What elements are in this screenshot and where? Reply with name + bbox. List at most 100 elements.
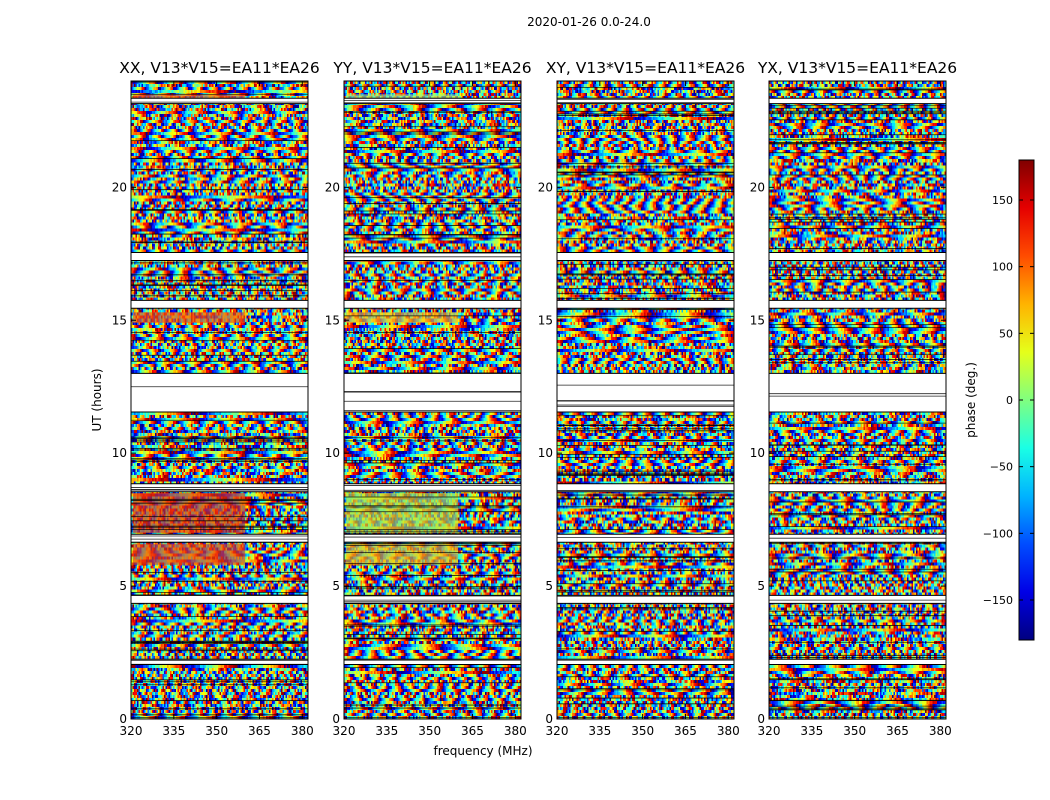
y-tick-label: 10 — [325, 446, 340, 460]
y-tick-label: 15 — [325, 313, 340, 327]
panel-title: YY, V13*V15=EA11*EA26 — [332, 59, 531, 77]
colorbar-tick-label: 0 — [1006, 394, 1013, 407]
x-tick-label: 320 — [120, 724, 143, 738]
panel-frame — [343, 80, 522, 720]
flagged-gap — [769, 252, 946, 261]
panel-frame — [556, 80, 735, 720]
flagged-gap — [769, 98, 946, 104]
x-tick-label: 365 — [248, 724, 271, 738]
y-tick-label: 0 — [332, 712, 340, 726]
x-tick-label: 365 — [674, 724, 697, 738]
x-tick-label: 335 — [588, 724, 611, 738]
x-tick-label: 335 — [375, 724, 398, 738]
x-axis-label: frequency (MHz) — [433, 744, 532, 758]
colorbar-label: phase (deg.) — [964, 362, 978, 438]
flagged-gap — [769, 595, 946, 604]
colorbar-tick-label: 50 — [999, 327, 1013, 340]
flagged-gap — [769, 483, 946, 492]
x-tick-label: 350 — [205, 724, 228, 738]
panel-yx: YX, V13*V15=EA11*EA26 320 335 350 365 380 0 5 10… — [750, 59, 957, 738]
flagged-gap — [131, 373, 308, 412]
colorbar-tick-label: 100 — [992, 261, 1013, 274]
signal-band — [133, 94, 246, 100]
y-tick-label: 10 — [112, 446, 127, 460]
flagged-gap — [769, 659, 946, 665]
flagged-gap — [557, 300, 734, 309]
flagged-gap — [557, 373, 734, 412]
phase-heatmap — [344, 81, 521, 719]
panel-frame — [130, 80, 309, 720]
flagged-gap — [344, 300, 521, 309]
signal-band — [346, 94, 459, 100]
y-tick-label: 15 — [750, 313, 765, 327]
flagged-gap — [557, 595, 734, 604]
x-tick-label: 365 — [461, 724, 484, 738]
x-tick-label: 380 — [717, 724, 740, 738]
flagged-gap — [344, 98, 521, 104]
y-tick-label: 10 — [750, 446, 765, 460]
y-tick-label: 15 — [538, 313, 553, 327]
y-tick-label: 5 — [757, 579, 765, 593]
colorbar: −150 −100 −50 0 50 100 150 — [983, 159, 1035, 641]
signal-band — [346, 543, 459, 565]
flagged-gap — [131, 98, 308, 104]
flagged-gap — [344, 659, 521, 665]
flagged-gap — [769, 373, 946, 412]
colorbar-tick-label: −50 — [990, 461, 1013, 474]
y-axis-label: UT (hours) — [90, 368, 104, 431]
x-tick-label: 320 — [546, 724, 569, 738]
x-tick-label: 335 — [800, 724, 823, 738]
panel-xy: XY, V13*V15=EA11*EA26 320 335 350 365 380 0 5 10… — [538, 59, 745, 738]
flagged-gap — [557, 252, 734, 261]
figure-suptitle: 2020-01-26 0.0-24.0 — [527, 15, 651, 29]
y-tick-label: 5 — [545, 579, 553, 593]
flagged-gap — [344, 534, 521, 543]
colorbar-tick-label: −150 — [983, 594, 1013, 607]
y-tick-label: 20 — [750, 180, 765, 194]
flagged-gap — [344, 373, 521, 412]
phase-heatmap — [131, 81, 308, 719]
y-tick-label: 0 — [757, 712, 765, 726]
x-tick-label: 320 — [333, 724, 356, 738]
flagged-gap — [131, 300, 308, 309]
panel-title: YX, V13*V15=EA11*EA26 — [757, 59, 957, 77]
flagged-gap — [344, 483, 521, 492]
y-tick-label: 5 — [119, 579, 127, 593]
phase-heatmap — [557, 81, 734, 719]
y-tick-label: 15 — [112, 313, 127, 327]
panel-yy: YY, V13*V15=EA11*EA26 320 335 350 365 380 0 5 10… — [325, 59, 532, 738]
flagged-gap — [131, 595, 308, 604]
colorbar-tick-label: 150 — [992, 194, 1013, 207]
y-tick-label: 5 — [332, 579, 340, 593]
flagged-gap — [131, 659, 308, 665]
signal-band — [346, 493, 459, 533]
panel-title: XX, V13*V15=EA11*EA26 — [119, 59, 319, 77]
x-tick-label: 380 — [504, 724, 527, 738]
y-tick-label: 10 — [538, 446, 553, 460]
flagged-gap — [344, 595, 521, 604]
flagged-gap — [131, 252, 308, 261]
panel-xx: XX, V13*V15=EA11*EA26 320 335 350 365 380 0 5 10… — [112, 59, 320, 738]
y-tick-label: 0 — [545, 712, 553, 726]
phase-heatmap — [769, 81, 946, 719]
colorbar-tick-label: −100 — [983, 527, 1013, 540]
flagged-gap — [557, 659, 734, 665]
x-tick-label: 335 — [162, 724, 185, 738]
y-tick-label: 20 — [325, 180, 340, 194]
signal-band — [346, 312, 459, 323]
x-tick-label: 380 — [291, 724, 314, 738]
y-tick-label: 0 — [119, 712, 127, 726]
x-tick-label: 350 — [843, 724, 866, 738]
signal-band — [133, 312, 246, 323]
x-tick-label: 350 — [631, 724, 654, 738]
y-tick-label: 20 — [538, 180, 553, 194]
x-tick-label: 380 — [929, 724, 952, 738]
x-tick-label: 320 — [758, 724, 781, 738]
x-tick-label: 350 — [418, 724, 441, 738]
flagged-gap — [131, 534, 308, 543]
panels: XX, V13*V15=EA11*EA26 320 335 350 365 380 0 5 10… — [112, 59, 957, 738]
flagged-gap — [557, 534, 734, 543]
signal-band — [133, 543, 246, 565]
